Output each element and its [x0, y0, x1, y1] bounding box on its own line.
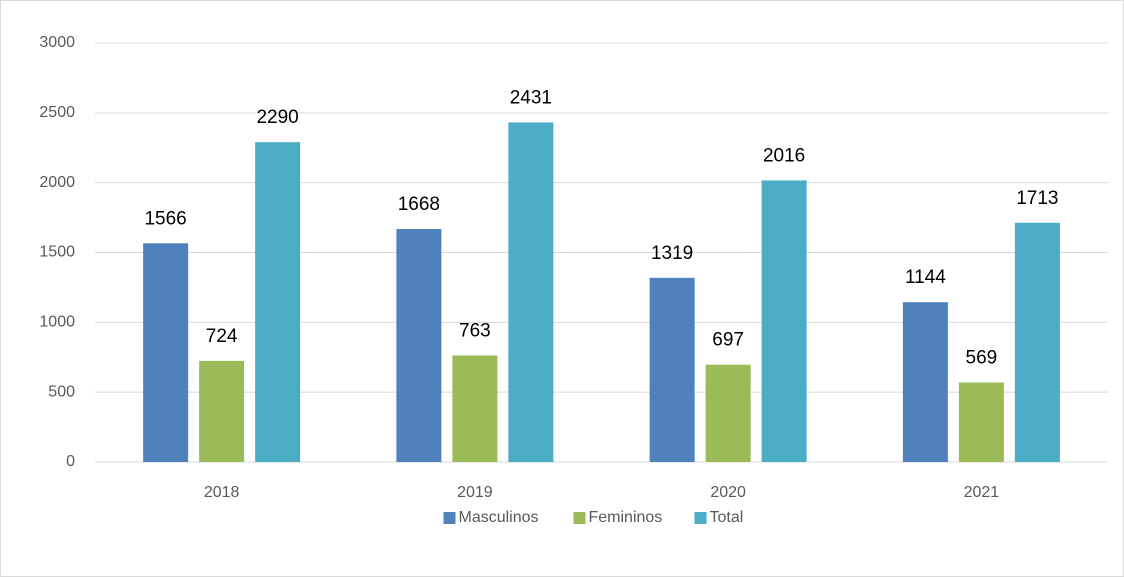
bar [396, 229, 442, 462]
legend-swatch [694, 512, 707, 524]
bar [452, 355, 498, 462]
y-tick-label: 1500 [39, 244, 75, 261]
data-label: 724 [206, 326, 238, 347]
bar [705, 364, 751, 462]
data-label: 2016 [763, 145, 805, 166]
y-tick-label: 500 [48, 383, 75, 400]
x-tick-label: 2019 [457, 484, 493, 501]
bar [761, 180, 807, 462]
bar [508, 122, 554, 462]
data-label: 2290 [256, 107, 298, 128]
y-tick-label: 2000 [39, 174, 75, 191]
data-label: 763 [459, 320, 491, 341]
bar [199, 360, 245, 462]
y-tick-label: 3000 [39, 34, 75, 51]
legend-swatch [443, 512, 456, 524]
bar [958, 382, 1004, 462]
x-tick-label: 2020 [710, 484, 746, 501]
bar [649, 277, 695, 462]
data-label: 697 [712, 330, 744, 351]
data-label: 569 [966, 348, 998, 369]
legend-label: Total [710, 509, 744, 526]
bar [902, 302, 948, 462]
data-label: 1668 [398, 194, 440, 215]
y-tick-label: 2500 [39, 104, 75, 121]
data-label: 1319 [651, 243, 693, 264]
data-label: 1144 [905, 267, 946, 288]
bar [1014, 222, 1060, 462]
y-tick-label: 1000 [39, 314, 75, 331]
bar [255, 142, 301, 462]
bar [143, 243, 189, 462]
data-label: 1566 [144, 208, 186, 229]
data-label: 1713 [1016, 188, 1058, 209]
legend-swatch [573, 512, 586, 524]
legend-label: Masculinos [459, 509, 539, 526]
data-label: 2431 [510, 87, 552, 108]
legend-label: Femininos [589, 509, 663, 526]
x-tick-label: 2021 [964, 484, 1000, 501]
y-tick-label: 0 [66, 453, 75, 470]
x-tick-label: 2018 [204, 484, 240, 501]
